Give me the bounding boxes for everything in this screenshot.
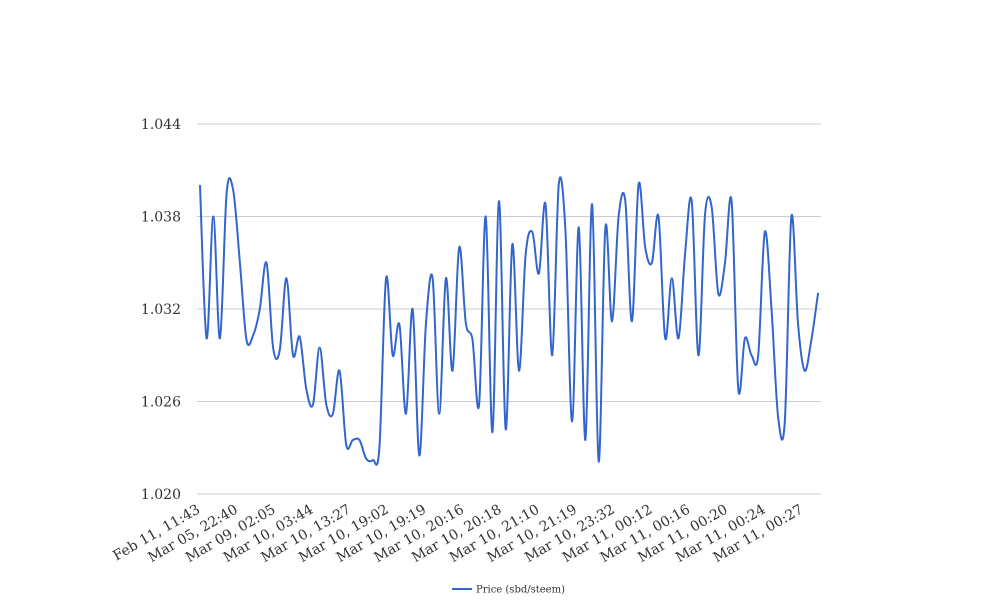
y-tick-label-4: 1.044 <box>141 117 181 133</box>
legend-label-price: Price (sbd/steem) <box>476 585 565 596</box>
y-axis-ticks: 1.020 1.026 1.032 1.038 1.044 <box>141 117 181 503</box>
series-line-price <box>199 176 819 466</box>
y-tick-label-0: 1.020 <box>141 487 181 503</box>
y-tick-label-1: 1.026 <box>141 395 181 411</box>
y-tick-label-3: 1.038 <box>141 210 181 226</box>
y-tick-label-2: 1.032 <box>141 302 181 318</box>
legend: Price (sbd/steem) <box>452 585 565 596</box>
